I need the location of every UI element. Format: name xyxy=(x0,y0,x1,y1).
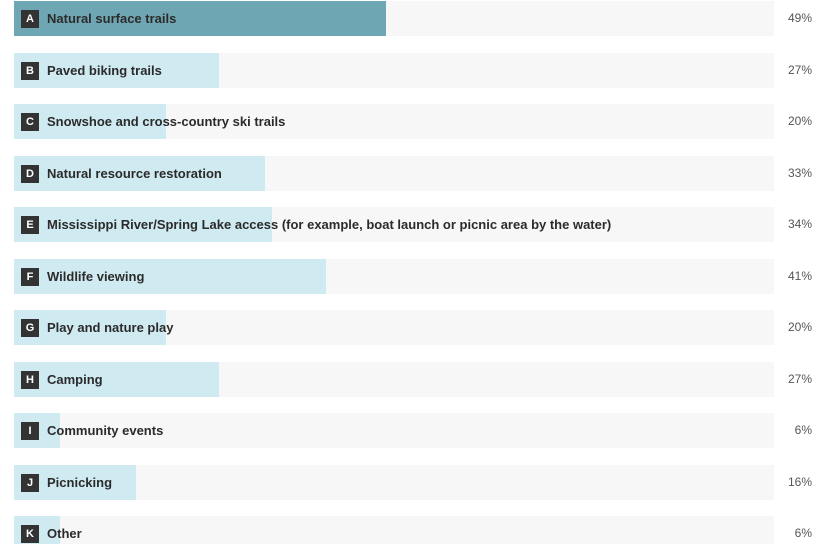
bar-letter-badge: A xyxy=(21,10,39,28)
bar-row: C Snowshoe and cross-country ski trails 20… xyxy=(14,104,828,139)
bar-letter-badge: K xyxy=(21,525,39,543)
bar-label: Natural surface trails xyxy=(47,11,177,26)
bar-row: G Play and nature play 20% xyxy=(14,310,828,345)
bar-row: F Wildlife viewing 41% xyxy=(14,258,828,294)
bar xyxy=(14,361,220,397)
bar-value-label: 6% xyxy=(794,423,812,437)
bar-value-label: 27% xyxy=(787,371,812,386)
bar-letter-badge: G xyxy=(21,319,39,337)
bar-row: I Community events 6% xyxy=(14,413,828,448)
bar-track xyxy=(14,155,774,191)
bar-letter-badge: H xyxy=(21,370,39,389)
bar-row: D Natural resource restoration 33% xyxy=(14,155,828,191)
bar-letter-badge: I xyxy=(21,422,39,440)
bar-letter-badge: D xyxy=(21,164,39,183)
bar-track xyxy=(14,464,774,500)
bar-row: K Other 6% xyxy=(14,516,828,544)
bar xyxy=(14,207,273,242)
bar-value-label: 41% xyxy=(787,268,812,283)
bar xyxy=(14,155,265,191)
bar-letter-badge: J xyxy=(21,473,39,492)
bar-letter-badge: B xyxy=(21,61,39,80)
bar-label: Play and nature play xyxy=(47,320,174,335)
bar-track xyxy=(14,104,774,139)
bar-row: A Natural surface trails 49% xyxy=(14,1,828,36)
bar xyxy=(14,258,326,294)
bar-label: Paved biking trails xyxy=(47,62,162,78)
bar-value-label: 16% xyxy=(787,474,812,489)
bar-row: B Paved biking trails 27% xyxy=(14,52,828,88)
bar-row: H Camping 27% xyxy=(14,361,828,397)
bar-letter-badge: F xyxy=(21,267,39,286)
bar-letter-badge: C xyxy=(21,113,39,131)
bar-track xyxy=(14,361,774,397)
bar-value-label: 20% xyxy=(787,320,812,334)
bar-label: Wildlife viewing xyxy=(47,268,145,284)
bar-track xyxy=(14,310,774,345)
bar-label: Mississippi River/Spring Lake access (fo… xyxy=(47,217,612,232)
bar-label: Other xyxy=(47,526,82,541)
bar-track xyxy=(14,258,774,294)
bar-track xyxy=(14,207,774,242)
bar-value-label: 49% xyxy=(787,11,812,25)
bar-label: Camping xyxy=(47,371,103,387)
bar-value-label: 6% xyxy=(794,526,812,540)
bar xyxy=(14,310,166,345)
bar-letter-badge: E xyxy=(21,216,39,234)
bar-row: J Picnicking 16% xyxy=(14,464,828,500)
bar-row: E Mississippi River/Spring Lake access (f… xyxy=(14,207,828,242)
bar-value-label: 20% xyxy=(787,114,812,128)
bar-track xyxy=(14,1,774,36)
bar-value-label: 33% xyxy=(787,165,812,180)
bar-track xyxy=(14,516,774,544)
bar-track xyxy=(14,413,774,448)
bar-value-label: 27% xyxy=(787,62,812,77)
bar xyxy=(14,1,387,36)
bar-label: Community events xyxy=(47,423,164,438)
bar-track xyxy=(14,52,774,88)
bar-label: Picnicking xyxy=(47,474,113,490)
bar-label: Natural resource restoration xyxy=(47,165,222,181)
bar xyxy=(14,52,220,88)
bar-label: Snowshoe and cross-country ski trails xyxy=(47,114,286,129)
bar-value-label: 34% xyxy=(787,217,812,231)
bar xyxy=(14,104,166,139)
